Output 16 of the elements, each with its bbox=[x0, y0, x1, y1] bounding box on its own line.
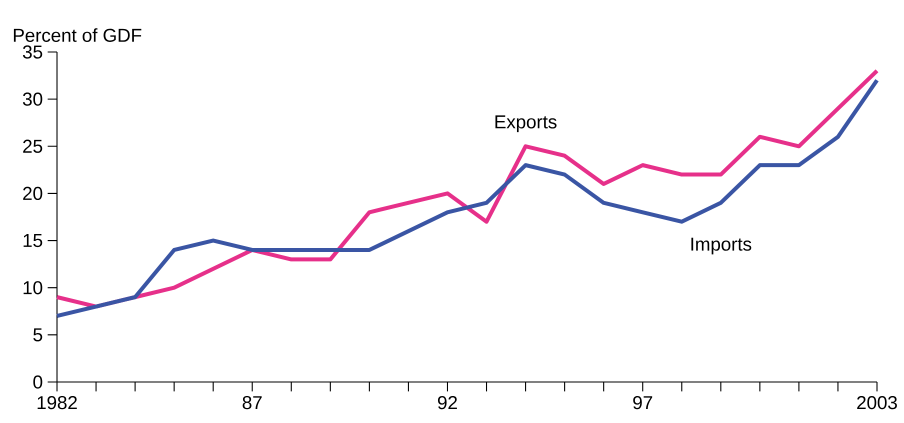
x-tick-label: 97 bbox=[633, 396, 652, 410]
y-tick-label: 0 bbox=[33, 375, 42, 389]
x-tick-label: 1982 bbox=[38, 396, 77, 410]
series-label: Exports bbox=[495, 115, 557, 132]
y-tick-label: 5 bbox=[33, 328, 42, 342]
x-tick-label: 92 bbox=[438, 396, 457, 410]
series-label: Imports bbox=[691, 238, 752, 254]
x-tick-label: 87 bbox=[242, 396, 262, 410]
y-tick-label: 10 bbox=[24, 281, 42, 294]
y-tick-label: 15 bbox=[24, 234, 42, 248]
x-tick-label: 2003 bbox=[857, 396, 897, 410]
y-tick-label: 20 bbox=[23, 186, 42, 200]
y-axis-title: Percent of GDF bbox=[14, 28, 142, 42]
y-tick-label: 25 bbox=[23, 140, 42, 153]
y-tick-label: 35 bbox=[22, 45, 42, 59]
y-tick-label: 30 bbox=[22, 92, 42, 106]
